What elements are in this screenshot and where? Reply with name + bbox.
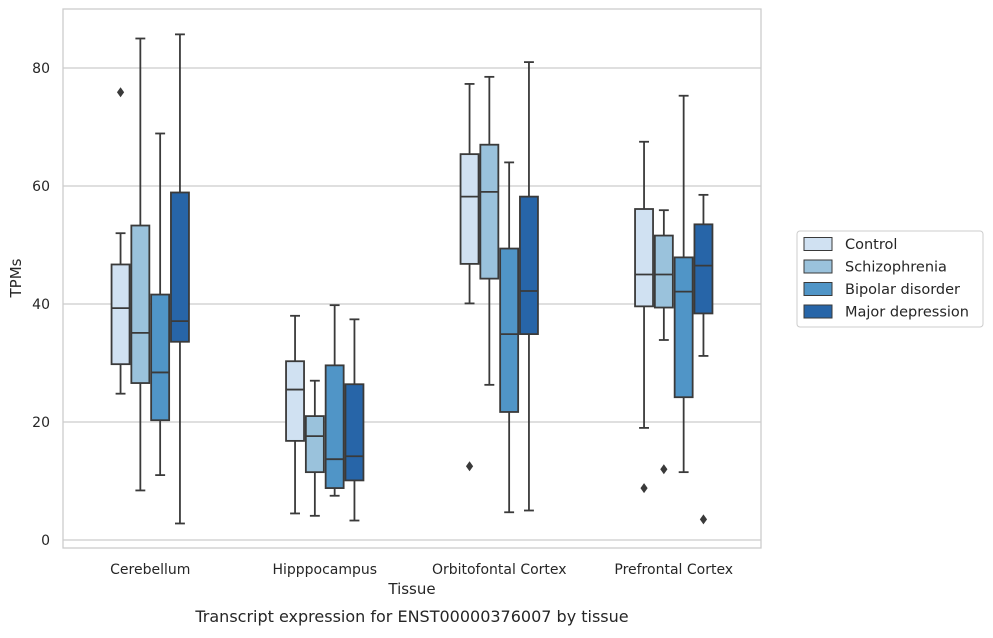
y-tick-label-60: 60 <box>32 179 50 195</box>
y-tick-label-40: 40 <box>32 297 50 313</box>
outlier-point <box>660 464 668 475</box>
box-iqr <box>653 234 674 309</box>
y-tick-label-20: 20 <box>32 415 50 431</box>
y-axis-ticks: 0 20 40 60 80 <box>32 61 50 549</box>
legend-swatch <box>803 237 833 251</box>
x-tick-label: Prefrontal Cortex <box>614 562 733 578</box>
box-bipolar-disorder <box>150 132 171 477</box>
plot-area-frame <box>62 8 762 549</box>
outlier-point <box>465 461 474 472</box>
outlier-point <box>699 514 708 525</box>
x-axis-label: Tissue <box>387 580 435 598</box>
box-bipolar-disorder <box>673 94 694 474</box>
box-iqr <box>673 256 694 399</box>
box-iqr <box>285 360 305 442</box>
box-iqr <box>110 263 131 366</box>
legend-label: Major depression <box>845 305 969 321</box>
box-control <box>459 83 480 472</box>
box-control <box>110 87 131 395</box>
outlier-point <box>640 483 648 494</box>
chart-caption: Transcript expression for ENST0000037600… <box>194 607 628 626</box>
box-control <box>285 314 305 515</box>
legend: Control Schizophrenia Bipolar disorder Majo… <box>796 230 984 328</box>
box-iqr <box>479 143 500 280</box>
legend-label: Control <box>845 237 897 253</box>
x-tick-label: Cerebellum <box>110 562 190 578</box>
box-iqr <box>693 223 714 315</box>
y-axis-label: TPMs <box>7 258 25 298</box>
box-major-depression <box>693 193 714 525</box>
box-major-depression <box>170 33 190 525</box>
legend-frame <box>796 230 984 328</box>
box-bipolar-disorder <box>499 161 520 514</box>
box-major-depression <box>344 318 365 522</box>
box-schizophrenia <box>653 209 674 475</box>
x-tick-label: Orbitofontal Cortex <box>432 562 567 578</box>
box-schizophrenia <box>304 379 325 517</box>
box-iqr <box>634 208 654 308</box>
box-schizophrenia <box>479 75 500 386</box>
legend-swatch <box>803 304 833 319</box>
box-control <box>634 140 654 494</box>
box-iqr <box>150 293 171 422</box>
box-iqr <box>499 247 520 413</box>
y-tick-label-0: 0 <box>41 533 50 549</box>
outlier-point <box>116 87 125 98</box>
legend-swatch <box>803 259 833 274</box>
box-schizophrenia <box>130 37 151 492</box>
y-tick-label-80: 80 <box>32 61 50 77</box>
box-major-depression <box>519 61 539 512</box>
legend-label: Bipolar disorder <box>845 282 960 298</box>
box-groups <box>110 33 714 525</box>
box-iqr <box>459 153 480 265</box>
box-iqr <box>170 191 190 343</box>
box-iqr <box>304 415 325 474</box>
x-axis-ticks: Cerebellum Hipppocampus Orbitofontal Corte… <box>110 562 733 578</box>
box-iqr <box>519 195 539 335</box>
box-bipolar-disorder <box>324 304 345 497</box>
x-tick-label: Hipppocampus <box>272 562 377 578</box>
box-iqr <box>344 383 365 482</box>
box-iqr <box>324 364 345 489</box>
legend-label: Schizophrenia <box>845 260 947 276</box>
box-iqr <box>130 224 151 384</box>
legend-swatch <box>803 282 833 296</box>
